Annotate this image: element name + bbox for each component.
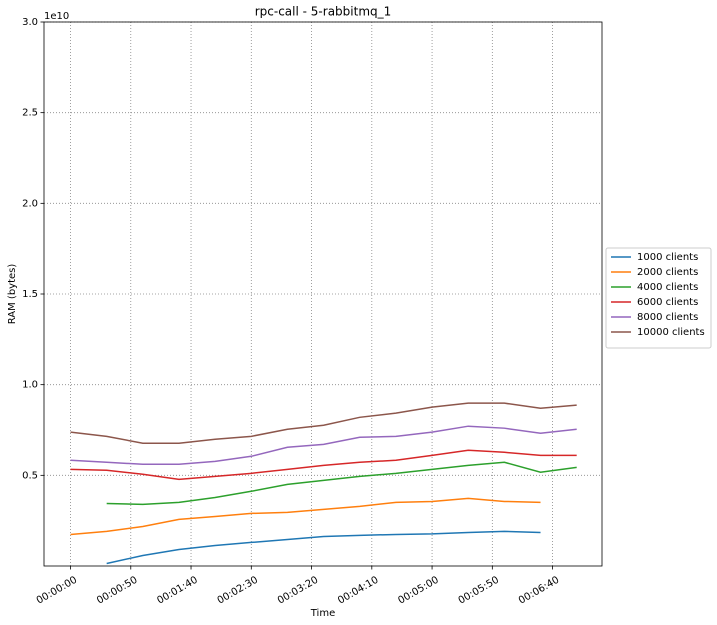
y-offset-label: 1e10 — [44, 11, 69, 22]
line-series — [106, 461, 577, 506]
legend-box — [605, 247, 712, 349]
y-tick-label: 2.0 — [22, 198, 38, 209]
line-series — [106, 530, 541, 565]
line-series — [70, 402, 577, 444]
legend-label: 10000 clients — [637, 327, 705, 338]
legend-label: 6000 clients — [637, 297, 698, 308]
legend-label: 4000 clients — [637, 282, 698, 293]
x-tick-label: 00:03:20 — [276, 575, 320, 607]
y-axis-label: RAM (bytes) — [7, 264, 18, 325]
x-tick-label: 00:02:30 — [216, 575, 260, 607]
x-tick-label: 00:05:00 — [396, 575, 440, 607]
line-series — [70, 449, 577, 481]
x-tick-label: 00:04:10 — [336, 575, 380, 607]
y-tick-label: 3.0 — [22, 17, 38, 28]
line-series — [70, 425, 577, 466]
y-tick-label: 0.5 — [22, 470, 38, 481]
plot-frame — [43, 21, 603, 567]
x-tick-label: 00:06:40 — [517, 575, 561, 607]
legend-label: 2000 clients — [637, 267, 698, 278]
chart-title: rpc-call - 5-rabbitmq_1 — [255, 5, 392, 19]
x-tick-label: 00:01:40 — [155, 575, 199, 607]
x-axis-label: Time — [310, 608, 335, 619]
y-tick-label: 1.0 — [22, 380, 38, 391]
x-tick-label: 00:05:50 — [457, 575, 501, 607]
x-tick-label: 00:00:50 — [95, 575, 139, 607]
y-tick-label: 2.5 — [22, 108, 38, 119]
x-tick-label: 00:00:00 — [35, 575, 79, 607]
legend-label: 1000 clients — [637, 252, 698, 263]
legend-label: 8000 clients — [637, 312, 698, 323]
y-tick-label: 1.5 — [22, 289, 38, 300]
line-series — [70, 497, 541, 536]
